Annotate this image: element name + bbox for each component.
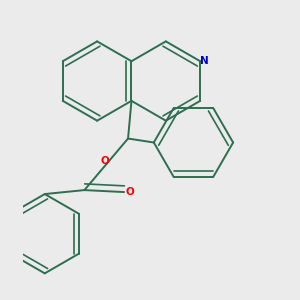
Text: O: O [126,187,135,197]
Text: N: N [200,56,209,66]
Text: O: O [100,156,109,166]
